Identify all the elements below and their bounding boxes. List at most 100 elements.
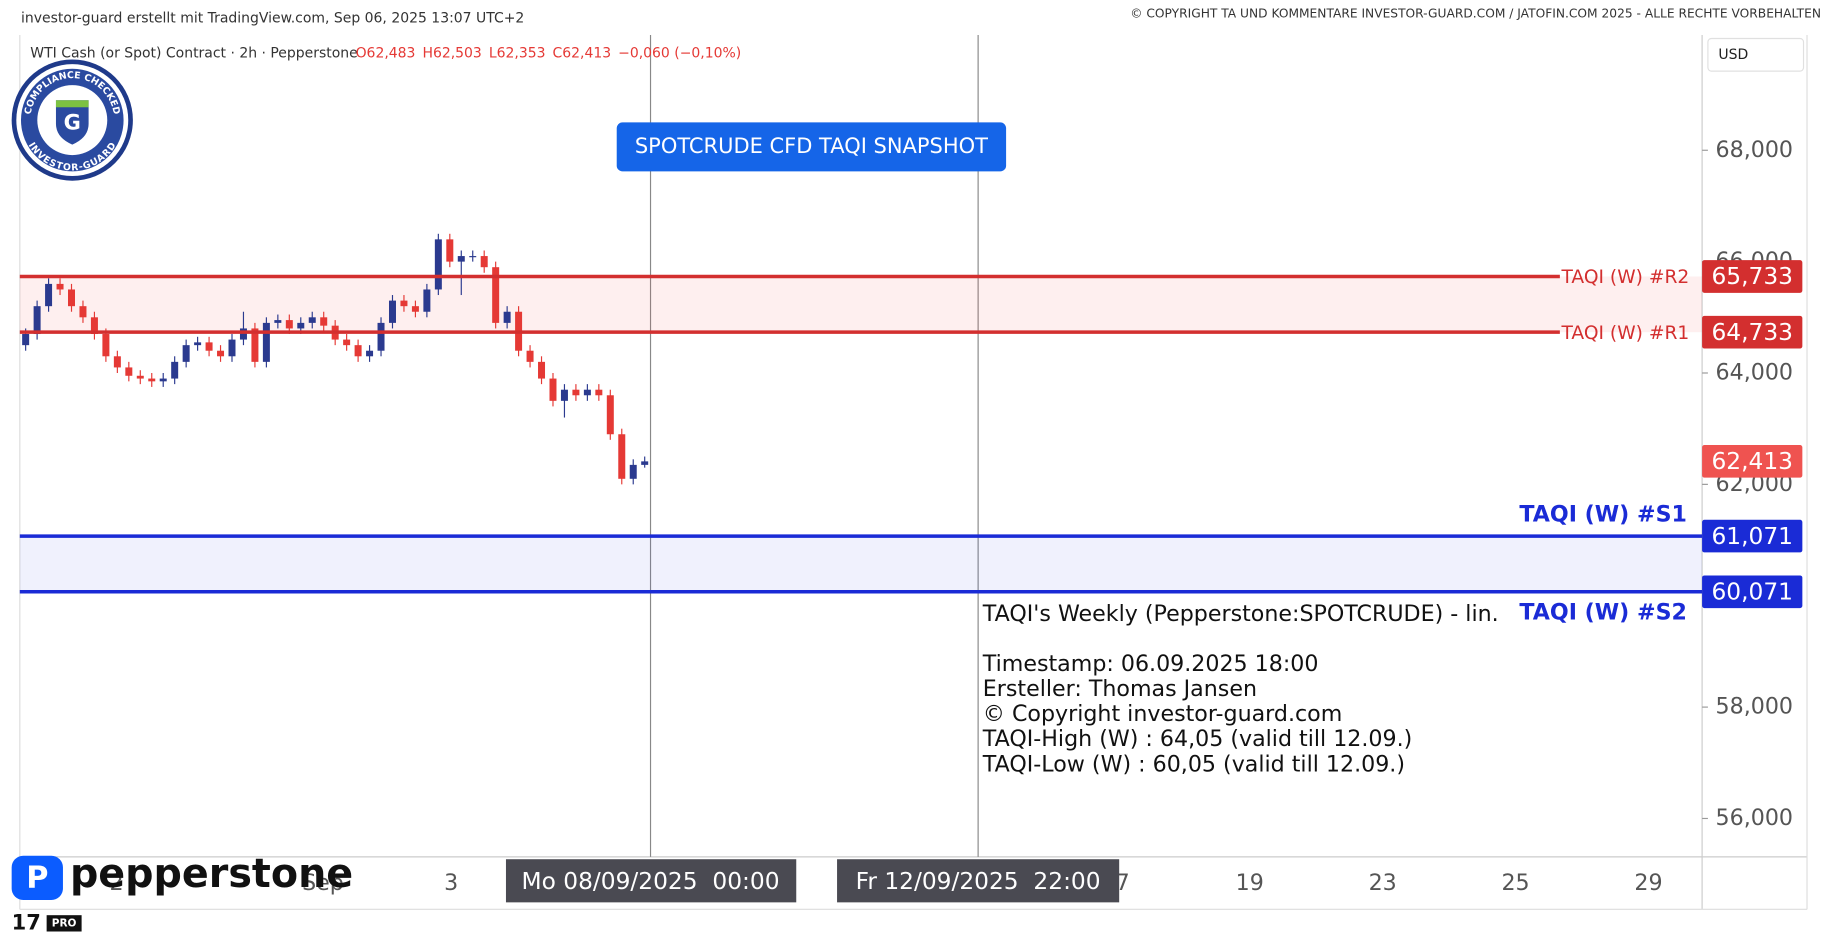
candle-body (205, 342, 213, 351)
candle-body (113, 356, 121, 368)
legend-symbol: WTI Cash (or Spot) Contract · 2h · Peppe… (30, 46, 357, 62)
legend-value: H62,503 (422, 46, 481, 62)
candle-body (469, 256, 477, 258)
candle-body (629, 464, 637, 479)
legend-value: O62,483 (356, 46, 416, 62)
candle-body (526, 350, 534, 362)
badge-stripe (55, 100, 89, 108)
price-label: 65,733 (1711, 263, 1793, 290)
candle-body (377, 322, 385, 351)
legend-value: L62,353 (489, 46, 546, 62)
level-zone (19, 536, 1703, 592)
level-name: TAQI (W) #R1 (1560, 323, 1689, 344)
last-price-label: 62,413 (1711, 448, 1793, 475)
candle-body (434, 239, 442, 290)
candle-body (228, 339, 236, 357)
candle-body (492, 267, 500, 323)
tv-mark: 17 (12, 910, 41, 934)
y-tick-label: 64,000 (1716, 359, 1793, 385)
candle-body (285, 320, 293, 329)
x-tick-label: 29 (1634, 870, 1662, 896)
currency-box[interactable] (1707, 37, 1805, 72)
candle-body (217, 350, 225, 357)
tradingview-logo: 17 PRO (12, 910, 82, 934)
candle-body (22, 334, 30, 346)
candle-body (549, 378, 557, 401)
candle-body (411, 306, 419, 312)
crosshair-box (837, 859, 1120, 903)
candle-body (56, 283, 64, 290)
price-label-box (1702, 315, 1803, 349)
candle-body (480, 256, 488, 268)
x-tick-label: 25 (1501, 870, 1529, 896)
candle-body (102, 334, 110, 357)
chart-title: SPOTCRUDE CFD TAQI SNAPSHOT (635, 134, 988, 158)
pepperstone-logo: P pepperstone (11, 851, 353, 901)
candle-body (366, 350, 374, 357)
last-price-box (1702, 445, 1803, 478)
price-label: 60,071 (1711, 578, 1793, 605)
annotation-line: TAQI-High (W) : 64,05 (valid till 12.09.… (982, 726, 1413, 752)
candle-body (618, 434, 626, 479)
price-label-box (1702, 260, 1803, 293)
header-right: © COPYRIGHT TA UND KOMMENTARE INVESTOR-G… (1130, 7, 1821, 21)
title-badge (616, 122, 1007, 172)
candle-body (423, 289, 431, 312)
tv-pro: PRO (52, 917, 77, 929)
price-label-box (1702, 519, 1803, 553)
annotation-line: Ersteller: Thomas Jansen (983, 676, 1257, 702)
x-tick-label: Sep (302, 870, 344, 896)
candle-body (388, 300, 396, 323)
x-tick-label: 2 (110, 870, 124, 896)
candle-body (572, 389, 580, 396)
candle-body (136, 375, 144, 379)
candle-body (503, 311, 511, 323)
candle-body (354, 345, 362, 357)
annotation-line: TAQI-Low (W) : 60,05 (valid till 12.09.) (982, 751, 1405, 777)
x-tick-label: 23 (1369, 870, 1397, 896)
currency: USD (1718, 47, 1748, 63)
price-label: 61,071 (1711, 523, 1793, 550)
logo-text: pepperstone (70, 851, 353, 897)
y-tick-label: 56,000 (1716, 805, 1793, 831)
candle-body (33, 306, 41, 335)
candle-body (560, 389, 568, 401)
candle-body (148, 378, 156, 382)
x-tick-label: 19 (1236, 870, 1264, 896)
price-label-box (1702, 575, 1803, 609)
candle-body (308, 317, 316, 323)
candle-body (641, 461, 649, 465)
candle-body (457, 256, 465, 262)
annotation-line: TAQI's Weekly (Pepperstone:SPOTCRUDE) - … (982, 601, 1499, 627)
annotation-line: Timestamp: 06.09.2025 18:00 (982, 651, 1319, 677)
candle-body (68, 289, 76, 307)
logo-icon-letter: P (26, 861, 48, 896)
candle-body (45, 283, 53, 307)
candle-body (297, 322, 305, 329)
candle-body (274, 320, 282, 323)
candle-body (171, 361, 179, 379)
candle-body (606, 395, 614, 435)
candle-body (239, 328, 247, 340)
candle-body (182, 345, 190, 362)
price-label: 64,733 (1711, 319, 1793, 346)
legend-value: −0,060 (−0,10%) (618, 46, 741, 62)
header-left: investor-guard erstellt mit TradingView.… (21, 11, 524, 27)
level-name: TAQI (W) #S2 (1519, 599, 1687, 625)
candle-body (446, 239, 454, 262)
candle-body (159, 378, 167, 382)
legend-value: C62,413 (552, 46, 611, 62)
badge-letter: G (64, 111, 81, 135)
candle-body (595, 389, 603, 396)
candle-body (125, 367, 133, 376)
candle-body (538, 361, 546, 379)
candle-body (79, 306, 87, 318)
tv-pro-box (46, 915, 82, 932)
candle-body (90, 317, 98, 335)
candle-body (400, 300, 408, 307)
y-tick-label: 58,000 (1716, 694, 1793, 720)
level-name: TAQI (W) #R2 (1560, 267, 1689, 288)
x-tick-label: 3 (444, 870, 458, 896)
